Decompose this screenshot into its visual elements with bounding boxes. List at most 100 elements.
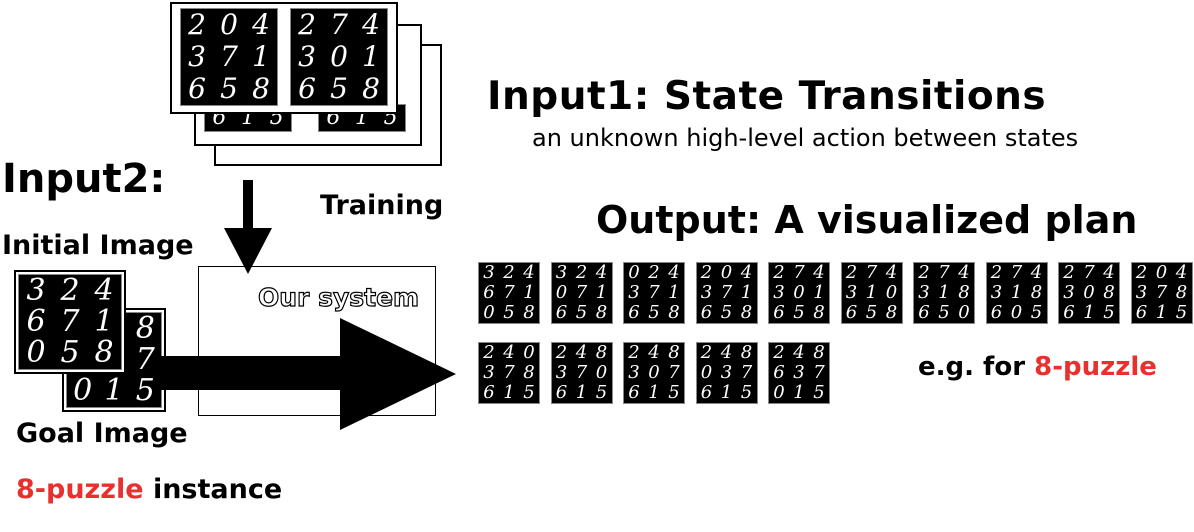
main-right-arrow bbox=[160, 318, 456, 430]
puzzle-tile: 7 bbox=[330, 8, 348, 41]
puzzle-tile: 1 bbox=[1155, 302, 1168, 323]
puzzle-tile: 3 bbox=[483, 262, 495, 283]
puzzle-tile: 5 bbox=[220, 72, 238, 105]
puzzle-tile: 5 bbox=[330, 72, 348, 105]
our-system-label: Our system bbox=[257, 282, 420, 312]
puzzle-tile: 1 bbox=[1010, 282, 1023, 303]
puzzle-tile: 7 bbox=[865, 262, 878, 283]
puzzle-tile: 4 bbox=[668, 262, 680, 283]
puzzle-tile: 5 bbox=[575, 302, 588, 323]
puzzle-tile: 4 bbox=[503, 342, 515, 363]
puzzle-tile: 5 bbox=[793, 302, 805, 323]
puzzle-tile: 1 bbox=[362, 40, 380, 73]
puzzle-tile: 3 bbox=[628, 282, 640, 303]
puzzle-tile: 5 bbox=[865, 302, 878, 323]
puzzle-tile: 3 bbox=[1063, 282, 1075, 303]
puzzle-tile: 1 bbox=[813, 282, 825, 303]
puzzle-tile: 2 bbox=[483, 342, 495, 363]
puzzle-tile: 7 bbox=[575, 362, 588, 383]
puzzle-tile: 7 bbox=[135, 341, 155, 377]
puzzle-tile: 0 bbox=[595, 362, 608, 383]
puzzle-tile: 7 bbox=[668, 362, 680, 383]
puzzle-tile: 4 bbox=[1103, 262, 1115, 283]
puzzle-tile: 6 bbox=[555, 302, 568, 323]
puzzle-tile: 2 bbox=[1135, 262, 1148, 283]
puzzle-tile: 0 bbox=[958, 302, 970, 323]
puzzle-tile: 0 bbox=[330, 40, 348, 73]
puzzle-tile: 4 bbox=[94, 272, 114, 308]
puzzle-tile: 6 bbox=[188, 72, 206, 105]
puzzle-tile: 2 bbox=[700, 262, 713, 283]
puzzle-tile: 0 bbox=[523, 342, 535, 363]
puzzle-tile: 1 bbox=[94, 303, 114, 339]
puzzle-tile: 1 bbox=[575, 382, 588, 403]
puzzle-tile: 0 bbox=[220, 8, 238, 41]
puzzle-tile: 7 bbox=[1010, 262, 1023, 283]
puzzle-tile: 0 bbox=[885, 282, 898, 303]
puzzle-tile: 7 bbox=[575, 282, 588, 303]
puzzle-tile: 5 bbox=[668, 382, 680, 403]
puzzle-tile: 0 bbox=[555, 282, 568, 303]
puzzle-tile: 5 bbox=[740, 382, 753, 403]
puzzle-tile: 0 bbox=[773, 382, 785, 403]
puzzle-tile: 5 bbox=[523, 382, 535, 403]
puzzle-tile: 6 bbox=[845, 302, 858, 323]
puzzle-tile: 2 bbox=[188, 8, 206, 41]
puzzle-tile: 3 bbox=[773, 282, 785, 303]
puzzle-tile: 6 bbox=[773, 302, 785, 323]
puzzle-tile: 2 bbox=[503, 262, 515, 283]
puzzle-tile: 3 bbox=[628, 362, 640, 383]
puzzle-tile: 6 bbox=[628, 302, 640, 323]
puzzle-tile: 3 bbox=[26, 272, 46, 308]
puzzle-tile: 7 bbox=[813, 362, 825, 383]
input2-title: Input2: bbox=[2, 156, 166, 202]
puzzle-tile: 0 bbox=[648, 362, 660, 383]
puzzle-tile: 6 bbox=[555, 382, 568, 403]
puzzle-tile: 1 bbox=[104, 373, 124, 409]
puzzle-tile: 3 bbox=[700, 282, 713, 303]
puzzle-tile: 8 bbox=[362, 72, 380, 105]
puzzle-tile: 3 bbox=[990, 282, 1003, 303]
puzzle-tile: 8 bbox=[813, 302, 825, 323]
puzzle-tile: 2 bbox=[700, 342, 713, 363]
puzzle-tile: 0 bbox=[1010, 302, 1023, 323]
puzzle-tile: 4 bbox=[523, 262, 535, 283]
puzzle-tile: 8 bbox=[523, 362, 535, 383]
puzzle-tile: 5 bbox=[938, 302, 950, 323]
puzzle-tile: 2 bbox=[60, 272, 80, 308]
puzzle-tile: 3 bbox=[555, 262, 568, 283]
eg-label: e.g. for 8-puzzle bbox=[918, 352, 1157, 382]
puzzle-tile: 6 bbox=[700, 302, 713, 323]
initial-image-label: Initial Image bbox=[2, 230, 194, 261]
puzzle-tile: 8 bbox=[740, 342, 753, 363]
puzzle-tile: 1 bbox=[648, 382, 660, 403]
puzzle-tile: 4 bbox=[740, 262, 753, 283]
puzzle-tile: 5 bbox=[648, 302, 660, 323]
puzzle-tile: 2 bbox=[648, 262, 660, 283]
puzzle-tile: 1 bbox=[523, 282, 535, 303]
instance-label: 8-puzzle instance bbox=[16, 474, 282, 505]
instance-label-rest: instance bbox=[143, 474, 283, 505]
training-label: Training bbox=[320, 190, 444, 221]
puzzle-tile: 3 bbox=[793, 362, 805, 383]
puzzle-tile: 7 bbox=[503, 362, 515, 383]
puzzle-tile: 6 bbox=[483, 382, 495, 403]
puzzle-tile: 6 bbox=[1063, 302, 1075, 323]
puzzle-tile: 8 bbox=[135, 310, 155, 346]
puzzle-tile: 4 bbox=[1030, 262, 1043, 283]
puzzle-tile: 6 bbox=[298, 72, 316, 105]
puzzle-tile: 2 bbox=[845, 262, 858, 283]
puzzle-tile: 5 bbox=[135, 373, 155, 409]
puzzle-tile: 8 bbox=[813, 342, 825, 363]
puzzle-tile: 6 bbox=[990, 302, 1003, 323]
puzzle-tile: 8 bbox=[1103, 282, 1115, 303]
puzzle-tile: 5 bbox=[60, 335, 80, 371]
puzzle-tile: 7 bbox=[1083, 262, 1095, 283]
puzzle-tile: 3 bbox=[188, 40, 206, 73]
